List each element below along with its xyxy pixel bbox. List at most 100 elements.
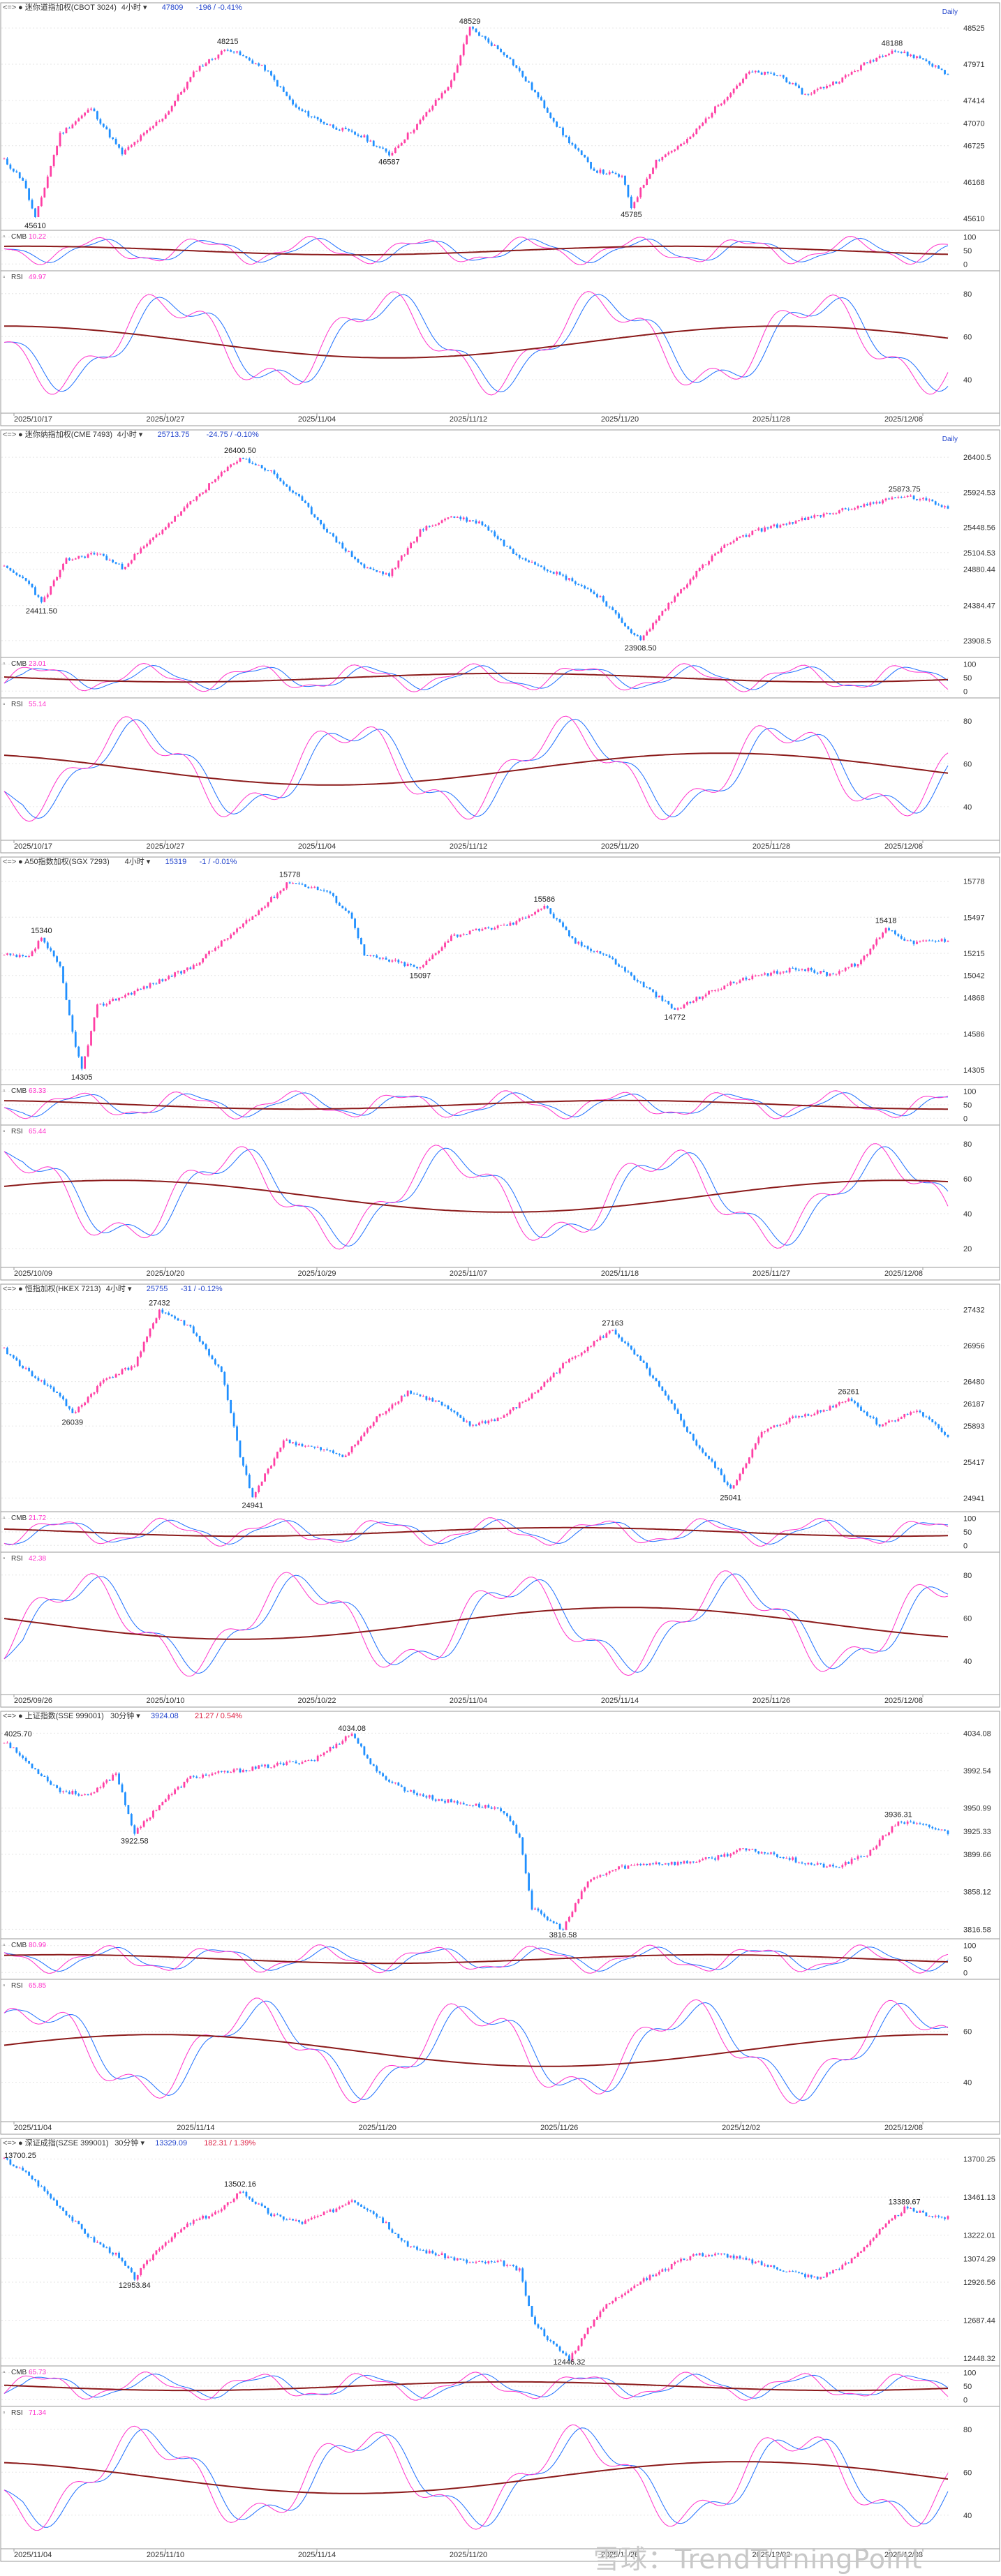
candle <box>711 990 713 991</box>
rsi-avg-line <box>3 2034 949 2067</box>
candle <box>766 71 769 73</box>
candle <box>574 2351 577 2353</box>
candle <box>338 542 341 544</box>
candle <box>286 91 288 96</box>
candle <box>192 965 195 969</box>
candle <box>558 1368 561 1373</box>
candle <box>599 1336 602 1340</box>
candle <box>310 507 313 514</box>
candle <box>205 2215 207 2219</box>
period-dropdown[interactable]: 4小时 ▾ <box>121 3 147 12</box>
candle <box>220 50 223 55</box>
candle <box>307 1760 310 1762</box>
osc-tick-label: 50 <box>963 2383 972 2391</box>
instrument-name[interactable]: ● 上证指数(SSE 999001) <box>18 1711 104 1720</box>
osc-tick-label: 40 <box>963 2078 972 2087</box>
candle <box>627 184 630 197</box>
candle <box>62 1396 64 1400</box>
osc-tick-label: 60 <box>963 333 972 341</box>
candle <box>230 2201 232 2203</box>
candle <box>521 2268 524 2282</box>
candle <box>341 1741 344 1744</box>
candle <box>183 1781 186 1788</box>
candle <box>354 1734 356 1739</box>
candle <box>217 2211 220 2212</box>
candle <box>304 2220 306 2224</box>
candle <box>732 1852 735 1854</box>
candle <box>524 2281 527 2296</box>
candle <box>636 197 639 202</box>
candle <box>71 1015 74 1032</box>
candle <box>537 92 540 98</box>
candle <box>562 574 564 576</box>
candle <box>444 942 446 948</box>
candle <box>568 2355 570 2361</box>
candle <box>661 1386 664 1391</box>
candle <box>636 980 639 982</box>
candle <box>661 995 664 1001</box>
period-dropdown[interactable]: 4小时 ▾ <box>106 1284 132 1293</box>
candle <box>937 65 940 69</box>
candle <box>487 1805 490 1808</box>
period-dropdown[interactable]: 4小时 ▾ <box>117 430 143 439</box>
price-extreme-label: 26400.50 <box>224 447 256 455</box>
candle <box>676 1862 679 1866</box>
candle <box>335 2208 338 2212</box>
candle <box>558 1923 561 1930</box>
candle <box>903 2206 906 2214</box>
period-dropdown[interactable]: 30分钟 ▾ <box>110 1711 140 1720</box>
link-icon: <=> <box>3 1712 16 1720</box>
candle <box>565 926 568 930</box>
candle <box>490 1420 493 1421</box>
instrument-name[interactable]: ● 迷你纳指加权(CME 7493) <box>18 429 112 439</box>
candle <box>820 2277 822 2279</box>
candle <box>757 70 760 73</box>
candle <box>332 893 334 896</box>
candle <box>773 73 776 75</box>
candle <box>378 1413 381 1417</box>
period-dropdown[interactable]: 30分钟 ▾ <box>114 2138 144 2147</box>
instrument-name[interactable]: ● 迷你道指加权(CBOT 3024) <box>18 2 117 12</box>
price-extreme-label: 3816.58 <box>549 1931 577 1940</box>
candle <box>118 563 120 565</box>
instrument-name[interactable]: ● 深证成指(SZSE 399001) <box>18 2138 109 2147</box>
y-tick-label: 46725 <box>963 142 985 151</box>
candle <box>934 65 937 67</box>
candle <box>348 910 350 913</box>
candle <box>847 967 850 968</box>
candle <box>798 1415 800 1417</box>
y-tick-label: 47414 <box>963 97 985 105</box>
candle <box>857 964 859 967</box>
candle <box>515 553 518 556</box>
candle <box>792 522 794 524</box>
candle <box>648 629 651 632</box>
candle <box>854 963 856 967</box>
price-extreme-label: 23908.50 <box>625 644 657 653</box>
candle <box>490 42 493 46</box>
candle <box>80 1405 83 1407</box>
candle <box>77 1794 80 1796</box>
instrument-name[interactable]: ● A50指数加权(SGX 7293) <box>18 856 110 866</box>
candle <box>403 1395 406 1397</box>
candle <box>301 496 304 501</box>
candle <box>897 1418 900 1422</box>
candle <box>478 2261 480 2262</box>
candle <box>509 1410 512 1414</box>
price-extreme-label: 12953.84 <box>119 2281 151 2290</box>
candle <box>580 1891 583 1900</box>
instrument-name[interactable]: ● 恒指加权(HKEX 7213) <box>18 1283 101 1293</box>
candle <box>680 2258 682 2262</box>
candle <box>245 2191 248 2197</box>
candle <box>313 2217 316 2218</box>
period-dropdown[interactable]: 4小时 ▾ <box>125 857 151 866</box>
candle <box>456 65 459 73</box>
candle <box>28 1368 30 1371</box>
candle <box>369 2210 372 2212</box>
candle <box>717 1855 720 1860</box>
candle <box>624 623 626 627</box>
candle <box>509 546 512 549</box>
candle <box>93 1792 96 1794</box>
